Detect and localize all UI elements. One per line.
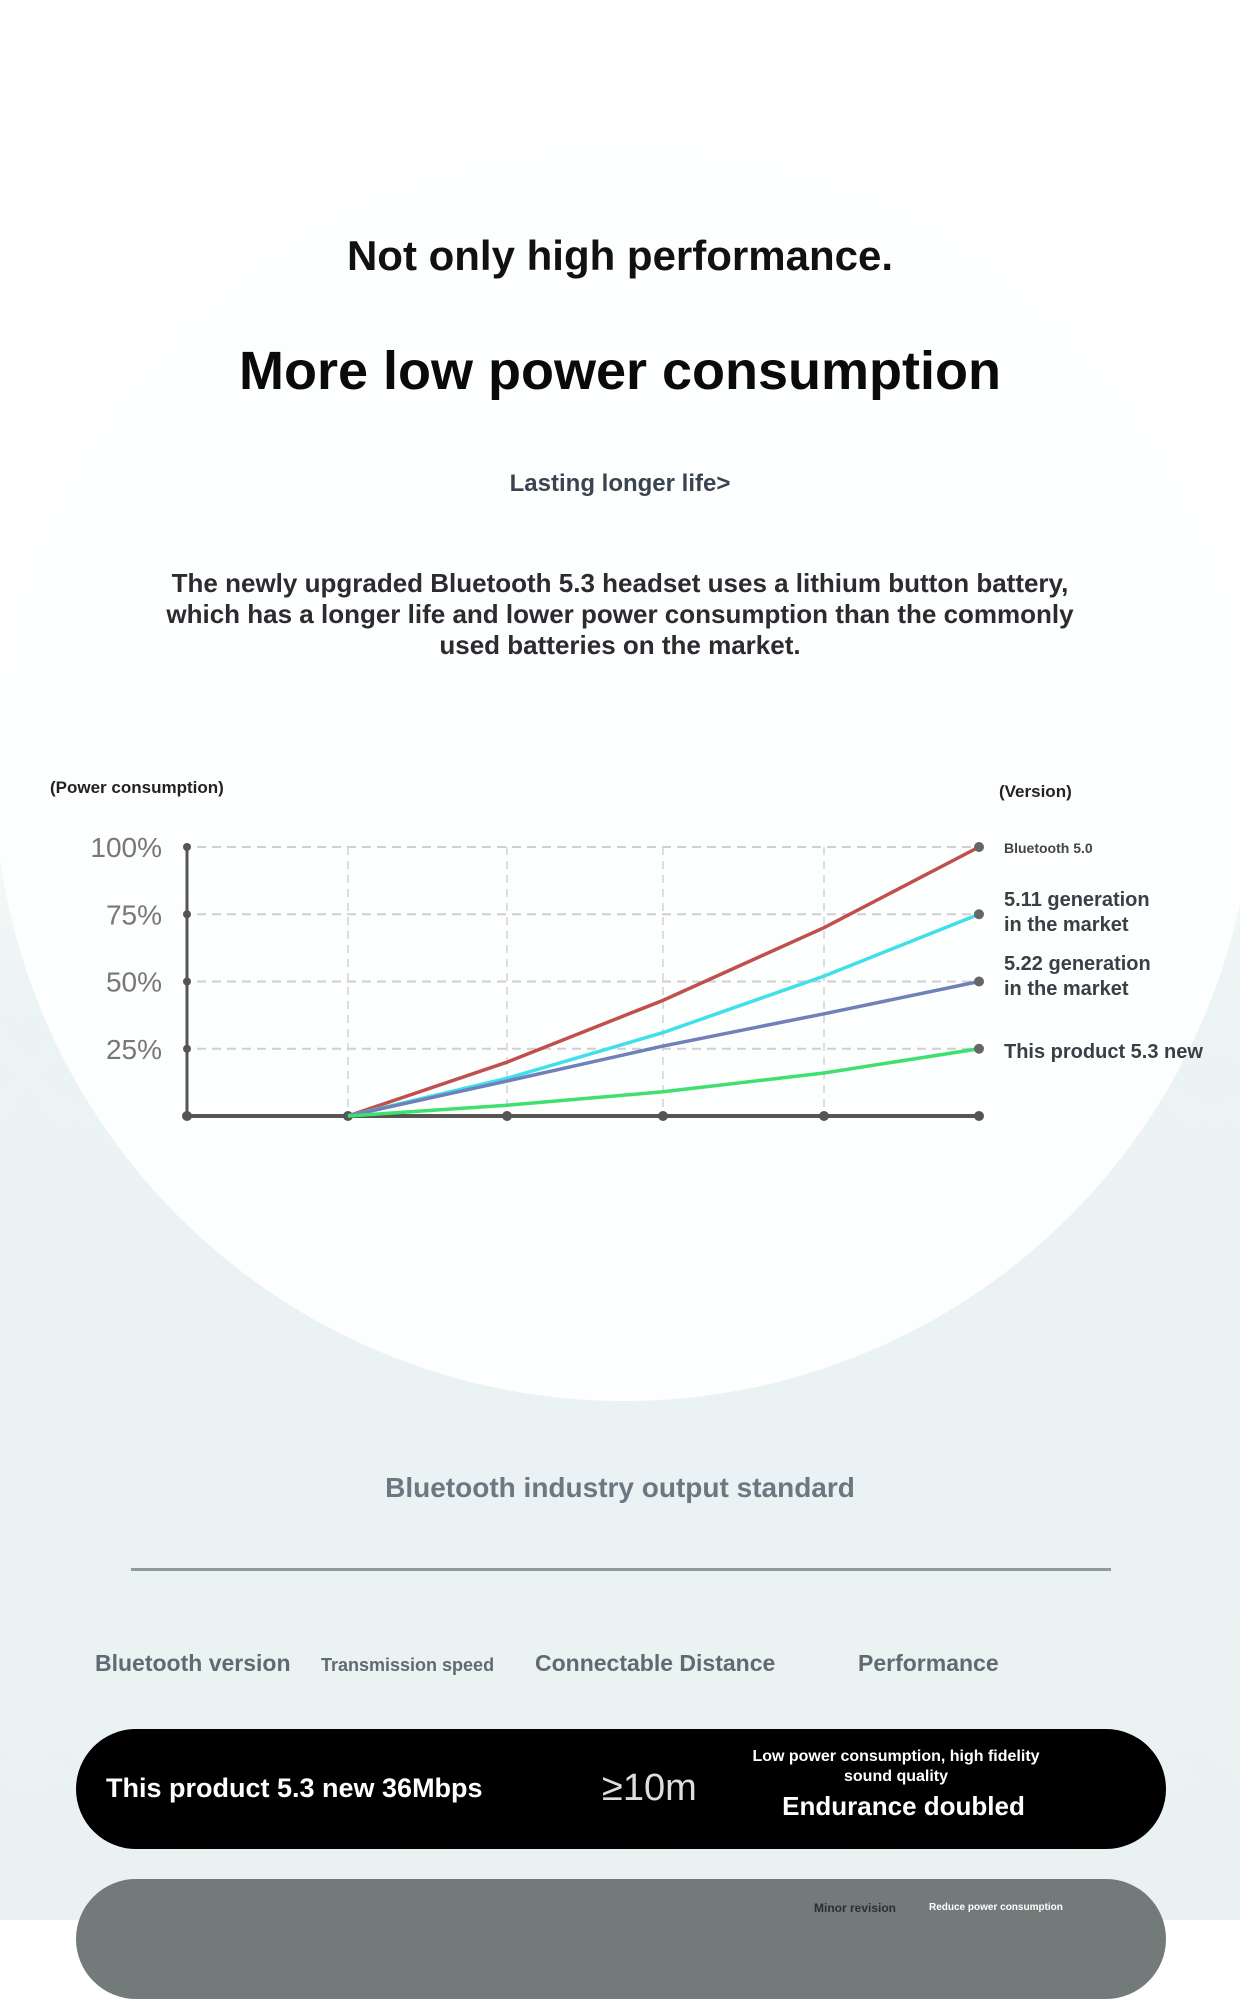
series-label: in the market bbox=[1004, 978, 1129, 1000]
y-tick-label: 100% bbox=[90, 832, 162, 863]
y-tick-label: 25% bbox=[106, 1034, 162, 1065]
main-title: More low power consumption bbox=[238, 341, 1001, 401]
standard-title: Bluetooth industry output standard bbox=[385, 1472, 855, 1503]
series-end-dot bbox=[974, 1043, 984, 1054]
series-end-dot bbox=[974, 976, 984, 987]
reduce-power: Reduce power consumption bbox=[929, 1902, 1063, 1913]
divider bbox=[131, 1568, 1111, 1571]
y-tick-label: 75% bbox=[106, 899, 162, 930]
x-tick-dot bbox=[182, 1111, 192, 1121]
header-distance: Connectable Distance bbox=[535, 1650, 776, 1676]
series-end-dot bbox=[974, 842, 984, 852]
series-label: 5.22 generation bbox=[1004, 953, 1151, 975]
x-tick-dot bbox=[658, 1111, 668, 1121]
distance: ≥10m bbox=[602, 1767, 697, 1809]
series-label: 5.11 generation bbox=[1004, 889, 1150, 911]
series-label: Bluetooth 5.0 bbox=[1004, 840, 1093, 856]
y-tick-label: 50% bbox=[106, 967, 162, 998]
x-tick-dot bbox=[974, 1111, 984, 1121]
series-line bbox=[347, 912, 980, 1118]
series-end-dot bbox=[974, 909, 984, 920]
power-chart: 100% 75% 50% 25% Bluetooth 5.0 5.11 generatio… bbox=[90, 832, 1203, 1121]
minor-revision: Minor revision bbox=[814, 1901, 897, 1915]
performance-detail: Low power consumption, high fidelity sou… bbox=[752, 1748, 1040, 1785]
header-bluetooth-version: Bluetooth version bbox=[95, 1650, 291, 1676]
series-label: in the market bbox=[1004, 914, 1129, 936]
background-circle bbox=[0, 141, 1240, 1401]
header-performance: Performance bbox=[858, 1650, 999, 1676]
performance-main: Endurance doubled bbox=[782, 1791, 1025, 1821]
x-axis-label: (Version) bbox=[999, 782, 1072, 801]
series-label: This product 5.3 new bbox=[1004, 1041, 1203, 1063]
description: The newly upgraded Bluetooth 5.3 headset… bbox=[166, 568, 1074, 660]
y-axis-label: (Power consumption) bbox=[50, 778, 224, 797]
series-line bbox=[347, 1047, 980, 1118]
x-tick-dot bbox=[819, 1111, 829, 1121]
row-other: Minor revision Reduce power consumption bbox=[76, 1879, 1166, 1999]
series-line bbox=[347, 845, 980, 1118]
header-transmission-speed: Transmission speed bbox=[321, 1655, 495, 1675]
version-speed: This product 5.3 new 36Mbps bbox=[106, 1773, 483, 1803]
headline: Not only high performance. bbox=[346, 232, 894, 279]
series-line bbox=[347, 979, 980, 1118]
lasting-link[interactable]: Lasting longer life> bbox=[509, 470, 731, 497]
row-this-product: This product 5.3 new 36Mbps ≥10m Low pow… bbox=[76, 1729, 1166, 1849]
x-tick-dot bbox=[502, 1111, 512, 1121]
